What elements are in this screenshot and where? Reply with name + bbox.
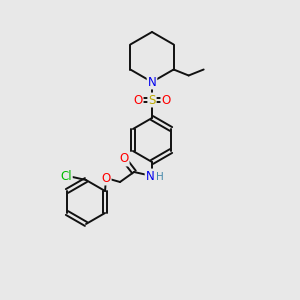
Text: S: S [148, 94, 156, 106]
Text: O: O [101, 172, 111, 184]
Text: O: O [134, 94, 142, 106]
Text: H: H [156, 172, 164, 182]
Text: N: N [146, 169, 154, 182]
Text: Cl: Cl [60, 169, 72, 182]
Text: N: N [148, 76, 156, 88]
Text: O: O [119, 152, 129, 166]
Text: O: O [161, 94, 171, 106]
